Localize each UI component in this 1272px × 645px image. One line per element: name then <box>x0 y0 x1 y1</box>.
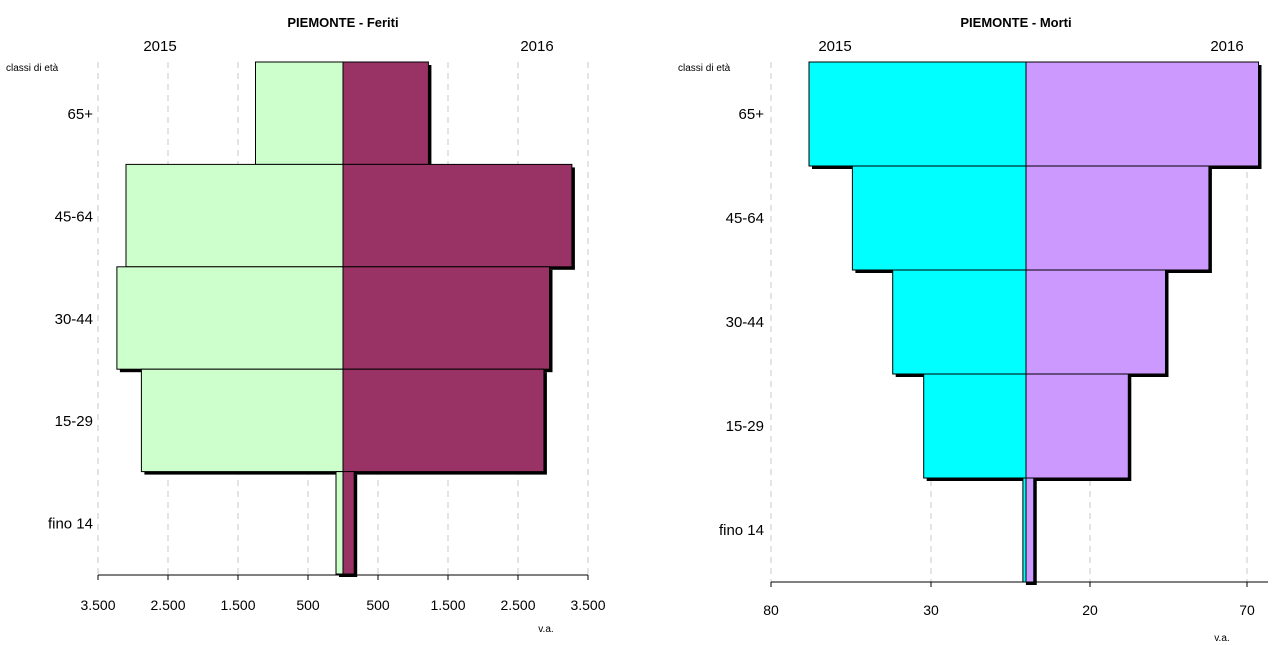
left-year-header: 2015 <box>143 38 176 55</box>
chart-title: PIEMONTE - Feriti <box>287 15 398 30</box>
bar-2016-30-44 <box>342 266 550 370</box>
x-axis-label: v.a. <box>538 624 553 635</box>
chart-morti: PIEMONTE - Morti 2015 2016 classi di età… <box>678 15 1268 644</box>
gridlines <box>770 62 1248 582</box>
bar-2016-30-44 <box>1025 269 1166 375</box>
bar-2016-65+ <box>1025 61 1259 167</box>
x-tick-label: 20 <box>1082 602 1098 618</box>
bar-2015-45-64 <box>851 165 1027 271</box>
bar-2015-15-29 <box>140 368 344 473</box>
bar-2015-65+ <box>808 61 1027 167</box>
bar-2015-30-44 <box>892 269 1027 375</box>
x-axis: 80 30 20 70 <box>763 581 1268 618</box>
x-tick-label: 2.500 <box>150 597 185 613</box>
bars <box>808 61 1262 585</box>
y-axis-label: classi di età <box>678 63 731 74</box>
category-labels: 65+ 45-64 30-44 15-29 fino 14 <box>719 106 764 539</box>
bar-2015-fino 14 <box>335 471 344 575</box>
chart-feriti: PIEMONTE - Feriti 2015 2016 classi di et… <box>6 15 606 635</box>
right-year-header: 2016 <box>520 38 553 55</box>
x-axis-label: v.a. <box>1214 633 1229 644</box>
bar-2016-45-64 <box>342 163 573 268</box>
category-label: 65+ <box>68 106 94 123</box>
x-tick-label: 1.500 <box>220 597 255 613</box>
y-axis-label: classi di età <box>6 63 59 74</box>
category-label: 15-29 <box>726 418 764 435</box>
category-label: 45-64 <box>55 208 93 225</box>
x-tick-label: 3.500 <box>80 597 115 613</box>
x-tick-label: 70 <box>1239 602 1255 618</box>
bar-2016-65+ <box>342 61 429 165</box>
bars <box>116 61 575 577</box>
category-label: 30-44 <box>55 311 93 328</box>
chart-title: PIEMONTE - Morti <box>960 15 1071 30</box>
x-tick-label: 30 <box>923 602 939 618</box>
x-tick-label: 3.500 <box>570 597 605 613</box>
bar-2016-15-29 <box>1025 373 1129 479</box>
bar-2015-30-44 <box>116 266 344 370</box>
bar-2016-45-64 <box>1025 165 1210 271</box>
x-tick-label: 2.500 <box>500 597 535 613</box>
x-tick-label: 80 <box>763 602 779 618</box>
category-label: fino 14 <box>48 516 93 533</box>
bar-2016-fino 14 <box>342 471 355 575</box>
right-year-header: 2016 <box>1210 38 1243 55</box>
bar-2015-65+ <box>255 61 344 165</box>
x-tick-label: 500 <box>366 597 390 613</box>
category-label: fino 14 <box>719 522 764 539</box>
category-label: 65+ <box>739 106 765 123</box>
x-axis: 3.500 2.500 1.500 500 500 1.500 2.500 3.500 <box>80 574 606 613</box>
category-label: 45-64 <box>726 210 764 227</box>
left-year-header: 2015 <box>818 38 851 55</box>
category-label: 15-29 <box>55 413 93 430</box>
category-labels: 65+ 45-64 30-44 15-29 fino 14 <box>48 106 93 533</box>
x-tick-label: 500 <box>296 597 320 613</box>
bar-2015-15-29 <box>923 373 1027 479</box>
x-tick-label: 1.500 <box>430 597 465 613</box>
bar-2016-fino 14 <box>1025 477 1035 583</box>
bar-2015-45-64 <box>125 163 344 268</box>
bar-2016-15-29 <box>342 368 545 473</box>
category-label: 30-44 <box>726 314 764 331</box>
